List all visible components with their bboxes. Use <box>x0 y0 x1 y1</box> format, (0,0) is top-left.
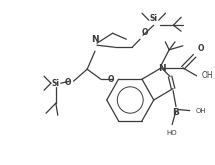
Text: O: O <box>108 75 115 84</box>
Text: O: O <box>142 28 149 37</box>
Text: HO: HO <box>167 130 177 136</box>
Text: O: O <box>65 78 72 87</box>
Text: Si: Si <box>52 79 60 88</box>
Text: Si: Si <box>150 14 158 23</box>
Text: O: O <box>198 44 204 53</box>
Text: N: N <box>91 35 99 44</box>
Text: OH: OH <box>201 71 213 80</box>
Text: B: B <box>173 108 180 117</box>
Text: N: N <box>158 64 166 73</box>
Text: OH: OH <box>196 108 206 114</box>
